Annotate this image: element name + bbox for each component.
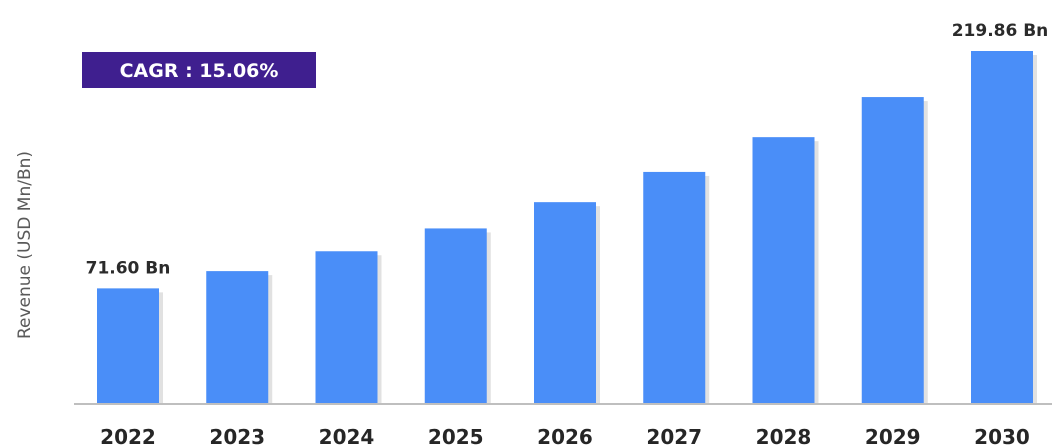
x-tick-label-2027: 2027 xyxy=(646,425,702,445)
cagr-text: CAGR : 15.06% xyxy=(120,60,279,82)
bar-2024 xyxy=(315,251,378,403)
x-tick-label-2022: 2022 xyxy=(100,425,156,445)
x-tick-labels: 2022 2023 2024 2025 2026 2027 2028 2029 2030 xyxy=(100,425,1030,445)
data-labels: 71.60 Bn 219.86 Bn xyxy=(86,21,1049,278)
bar-2029 xyxy=(861,97,924,403)
bar-2023 xyxy=(206,271,269,403)
x-tick-label-2028: 2028 xyxy=(756,425,812,445)
bars-group xyxy=(97,51,1033,404)
x-tick-label-2024: 2024 xyxy=(319,425,375,445)
bar-2028 xyxy=(752,137,815,404)
data-label-2022: 71.60 Bn xyxy=(86,258,171,278)
bar-2022 xyxy=(97,288,159,403)
cagr-annotation: CAGR : 15.06% xyxy=(82,52,316,88)
x-tick-label-2023: 2023 xyxy=(209,425,265,445)
x-tick-label-2026: 2026 xyxy=(537,425,593,445)
x-tick-label-2030: 2030 xyxy=(974,425,1030,445)
x-tick-label-2025: 2025 xyxy=(428,425,484,445)
bar-2026 xyxy=(534,202,596,403)
y-axis-label: Revenue (USD Mn/Bn) xyxy=(15,151,35,339)
bar-2025 xyxy=(424,228,487,403)
bar-2027 xyxy=(643,171,706,403)
x-tick-label-2029: 2029 xyxy=(865,425,921,445)
data-label-2030: 219.86 Bn xyxy=(952,21,1049,41)
cagr-badge xyxy=(82,52,316,88)
bar-2030 xyxy=(971,51,1033,403)
